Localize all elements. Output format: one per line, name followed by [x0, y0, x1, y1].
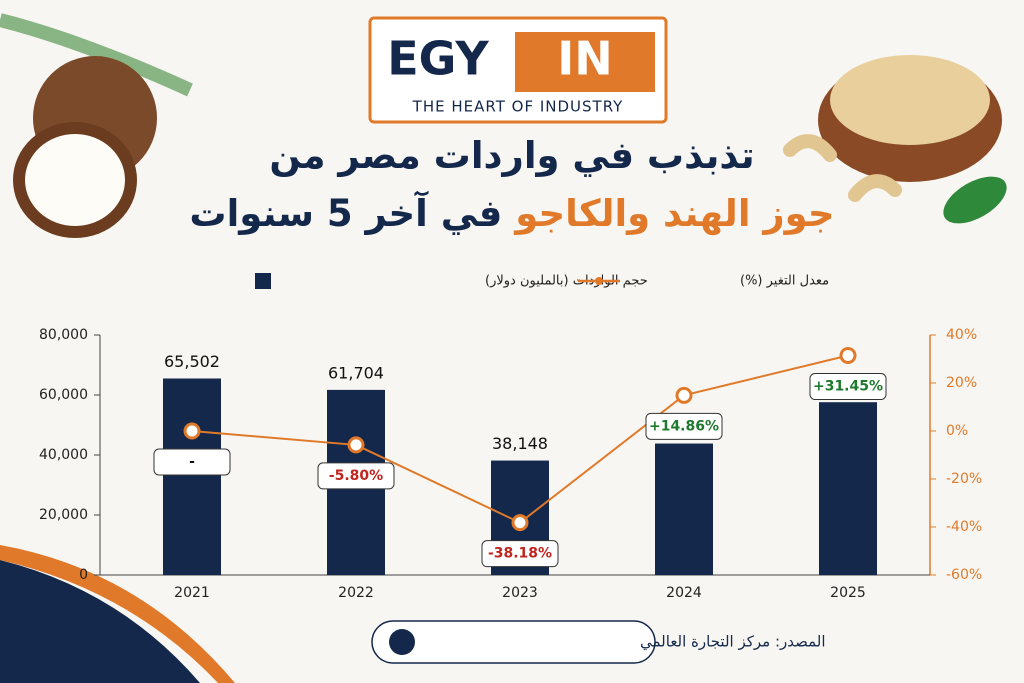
- bar: [819, 402, 877, 575]
- source-pill: [371, 620, 656, 664]
- logo-box: [515, 32, 655, 92]
- source-icon: [389, 629, 415, 655]
- y2-tick-label: -60%: [946, 567, 982, 583]
- change-point: [511, 514, 529, 532]
- legend-label: معدل التغير (%): [740, 274, 829, 289]
- y-tick-label: 60,000: [39, 387, 88, 403]
- change-point: [675, 386, 693, 404]
- change-label: -: [189, 454, 195, 470]
- change-label: +31.45%: [813, 379, 883, 395]
- decor-cashew: [848, 174, 902, 202]
- y-tick-label: 80,000: [39, 327, 88, 343]
- bar-value-label: 61,704: [328, 363, 384, 382]
- bar: [163, 378, 221, 575]
- change-label-box: [809, 373, 887, 401]
- decor-leaf: [943, 176, 1007, 224]
- chart-title: تذبذب في واردات مصر من: [269, 134, 755, 177]
- change-label-box: [481, 540, 559, 568]
- change-label-box: [317, 462, 395, 490]
- x-tick-label: 2024: [666, 585, 702, 601]
- change-label: +14.86%: [649, 418, 719, 434]
- legend-dot: [595, 277, 603, 285]
- bar-value-label: 65,502: [164, 352, 220, 371]
- y2-tick-label: -40%: [946, 519, 982, 535]
- x-tick-label: 2025: [830, 585, 866, 601]
- legend-label: حجم الواردات (بالمليون دولار): [485, 274, 648, 289]
- y2-tick-label: 40%: [946, 327, 977, 343]
- bar: [655, 443, 713, 575]
- x-tick-label: 2021: [174, 585, 210, 601]
- change-label-box: [153, 448, 231, 476]
- y-tick-label: 20,000: [39, 507, 88, 523]
- logo-right: IN: [557, 32, 613, 86]
- legend-swatch: [255, 273, 271, 289]
- decor-leaf: [0, 13, 193, 97]
- decor-wave: [0, 560, 200, 683]
- y2-tick-label: -20%: [946, 471, 982, 487]
- bar-value-label: 38,148: [492, 434, 548, 453]
- logo-left: EGY: [387, 32, 489, 86]
- y2-tick-label: 20%: [946, 375, 977, 391]
- change-point: [347, 436, 365, 454]
- x-tick-label: 2022: [338, 585, 374, 601]
- x-tick-label: 2023: [502, 585, 538, 601]
- change-label-box: [645, 412, 723, 440]
- source: المصدر: مركز التجارة العالمي: [640, 633, 826, 652]
- y-tick-label: 40,000: [39, 447, 88, 463]
- chart-subtitle: جوز الهند والكاجو في آخر 5 سنوات: [0, 192, 1024, 235]
- change-label: -38.18%: [488, 546, 552, 562]
- change-point: [183, 422, 201, 440]
- change-label: -5.80%: [329, 468, 383, 484]
- decor-coconut-flesh: [25, 134, 125, 226]
- change-point: [839, 347, 857, 365]
- logo-tagline: THE HEART OF INDUSTRY: [412, 98, 624, 116]
- decor-cashew: [783, 134, 837, 162]
- y2-tick-label: 0%: [946, 423, 968, 439]
- decor-cashews: [830, 55, 990, 145]
- y-tick-label: 0: [79, 567, 88, 583]
- decor-wave: [0, 545, 235, 683]
- subtitle: في آخر 5 سنوات: [189, 192, 503, 235]
- subtitle-highlight: جوز الهند والكاجو: [515, 192, 835, 235]
